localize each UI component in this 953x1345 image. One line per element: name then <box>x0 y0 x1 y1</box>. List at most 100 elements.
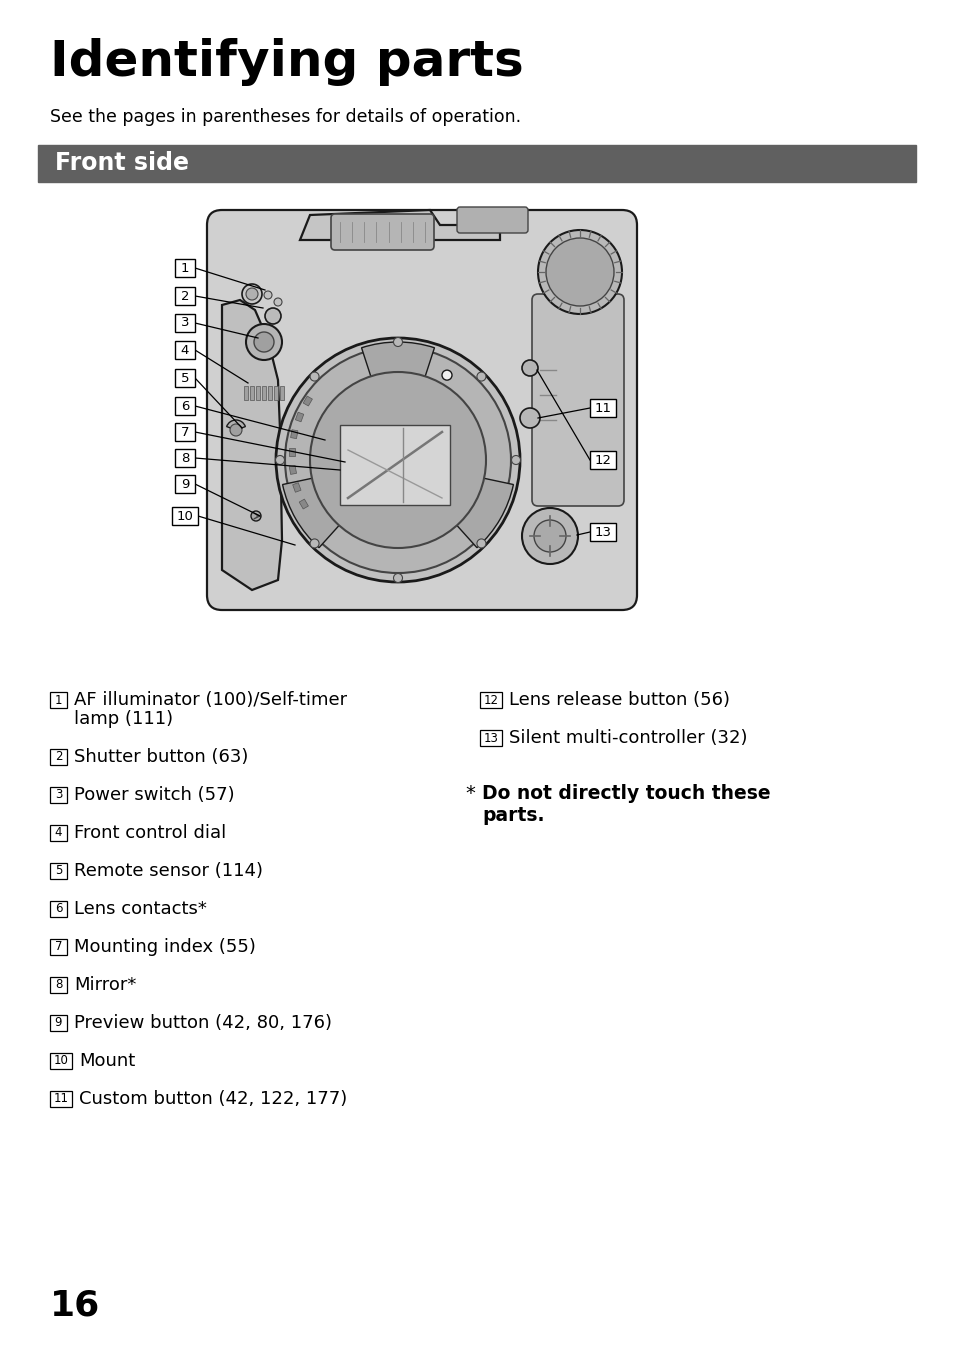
Wedge shape <box>361 342 434 460</box>
Circle shape <box>246 288 257 300</box>
Circle shape <box>310 539 318 547</box>
Circle shape <box>519 408 539 428</box>
Bar <box>174 422 194 441</box>
Bar <box>303 395 312 406</box>
Bar <box>295 412 303 422</box>
Text: 10: 10 <box>53 1054 69 1068</box>
Circle shape <box>265 308 281 324</box>
Text: Lens release button (56): Lens release button (56) <box>509 691 729 709</box>
Bar <box>293 483 301 492</box>
Circle shape <box>521 508 578 564</box>
Text: 2: 2 <box>180 289 189 303</box>
Circle shape <box>393 573 402 582</box>
Bar <box>262 386 266 399</box>
Bar <box>479 730 501 746</box>
Text: Do not directly touch these: Do not directly touch these <box>481 784 770 803</box>
Text: Preview button (42, 80, 176): Preview button (42, 80, 176) <box>74 1014 332 1032</box>
Text: 12: 12 <box>483 694 498 706</box>
Bar <box>174 397 194 416</box>
Bar <box>38 145 915 182</box>
Circle shape <box>441 370 452 381</box>
Text: Mounting index (55): Mounting index (55) <box>74 937 255 956</box>
Text: 4: 4 <box>54 826 62 839</box>
Bar <box>268 386 272 399</box>
Text: 10: 10 <box>176 510 193 522</box>
Text: 8: 8 <box>54 979 62 991</box>
Circle shape <box>521 360 537 377</box>
Text: Front side: Front side <box>55 152 189 175</box>
Circle shape <box>476 539 485 547</box>
Circle shape <box>230 424 242 436</box>
Circle shape <box>246 324 282 360</box>
Bar <box>50 691 67 707</box>
Bar <box>50 901 67 917</box>
Text: 11: 11 <box>53 1092 69 1106</box>
Polygon shape <box>339 425 450 504</box>
FancyBboxPatch shape <box>207 210 637 611</box>
Wedge shape <box>397 460 513 547</box>
Bar <box>174 286 194 305</box>
Bar <box>589 399 616 417</box>
Bar <box>280 386 284 399</box>
Text: 7: 7 <box>54 940 62 954</box>
Circle shape <box>264 291 272 299</box>
Text: Silent multi-controller (32): Silent multi-controller (32) <box>509 729 747 746</box>
Circle shape <box>242 284 262 304</box>
Bar <box>174 342 194 359</box>
Text: 13: 13 <box>594 526 611 538</box>
Text: 4: 4 <box>181 343 189 356</box>
Bar <box>174 369 194 387</box>
Bar <box>174 449 194 467</box>
Circle shape <box>275 338 519 582</box>
Bar <box>244 386 248 399</box>
Text: 5: 5 <box>54 865 62 877</box>
Text: See the pages in parentheses for details of operation.: See the pages in parentheses for details… <box>50 108 520 126</box>
Text: 13: 13 <box>483 732 497 745</box>
Circle shape <box>310 373 485 547</box>
Circle shape <box>251 511 261 521</box>
Bar <box>589 523 616 541</box>
Bar <box>172 507 198 525</box>
Circle shape <box>545 238 614 307</box>
Circle shape <box>537 230 621 313</box>
Bar <box>174 260 194 277</box>
Polygon shape <box>222 300 282 590</box>
Bar <box>50 1015 67 1032</box>
Text: *: * <box>464 784 475 803</box>
Wedge shape <box>227 420 245 430</box>
Text: Front control dial: Front control dial <box>74 824 226 842</box>
Bar <box>289 465 296 475</box>
Bar <box>291 429 297 438</box>
Text: 5: 5 <box>180 371 189 385</box>
Text: parts.: parts. <box>481 806 544 824</box>
Bar <box>174 475 194 494</box>
Wedge shape <box>282 460 397 547</box>
Circle shape <box>253 332 274 352</box>
Text: Identifying parts: Identifying parts <box>50 38 523 86</box>
Circle shape <box>393 338 402 347</box>
Bar <box>289 448 294 456</box>
FancyBboxPatch shape <box>331 214 434 250</box>
Text: Mount: Mount <box>79 1052 135 1071</box>
Bar <box>274 386 277 399</box>
Text: 12: 12 <box>594 453 611 467</box>
Text: 16: 16 <box>50 1289 100 1322</box>
Circle shape <box>511 456 520 464</box>
Text: 3: 3 <box>180 316 189 330</box>
Bar <box>50 1091 71 1107</box>
Text: 1: 1 <box>180 261 189 274</box>
Text: Power switch (57): Power switch (57) <box>74 785 234 804</box>
Text: AF illuminator (100)/Self-timer: AF illuminator (100)/Self-timer <box>74 691 347 709</box>
Text: 11: 11 <box>594 402 611 414</box>
Polygon shape <box>299 210 499 239</box>
Text: Remote sensor (114): Remote sensor (114) <box>74 862 263 880</box>
Bar <box>174 313 194 332</box>
Bar <box>50 749 67 765</box>
Text: 2: 2 <box>54 751 62 764</box>
Text: Custom button (42, 122, 177): Custom button (42, 122, 177) <box>79 1089 347 1108</box>
Bar <box>255 386 260 399</box>
Bar <box>50 976 67 993</box>
Text: lamp (111): lamp (111) <box>74 710 172 728</box>
Text: 6: 6 <box>54 902 62 916</box>
Text: 1: 1 <box>54 694 62 706</box>
